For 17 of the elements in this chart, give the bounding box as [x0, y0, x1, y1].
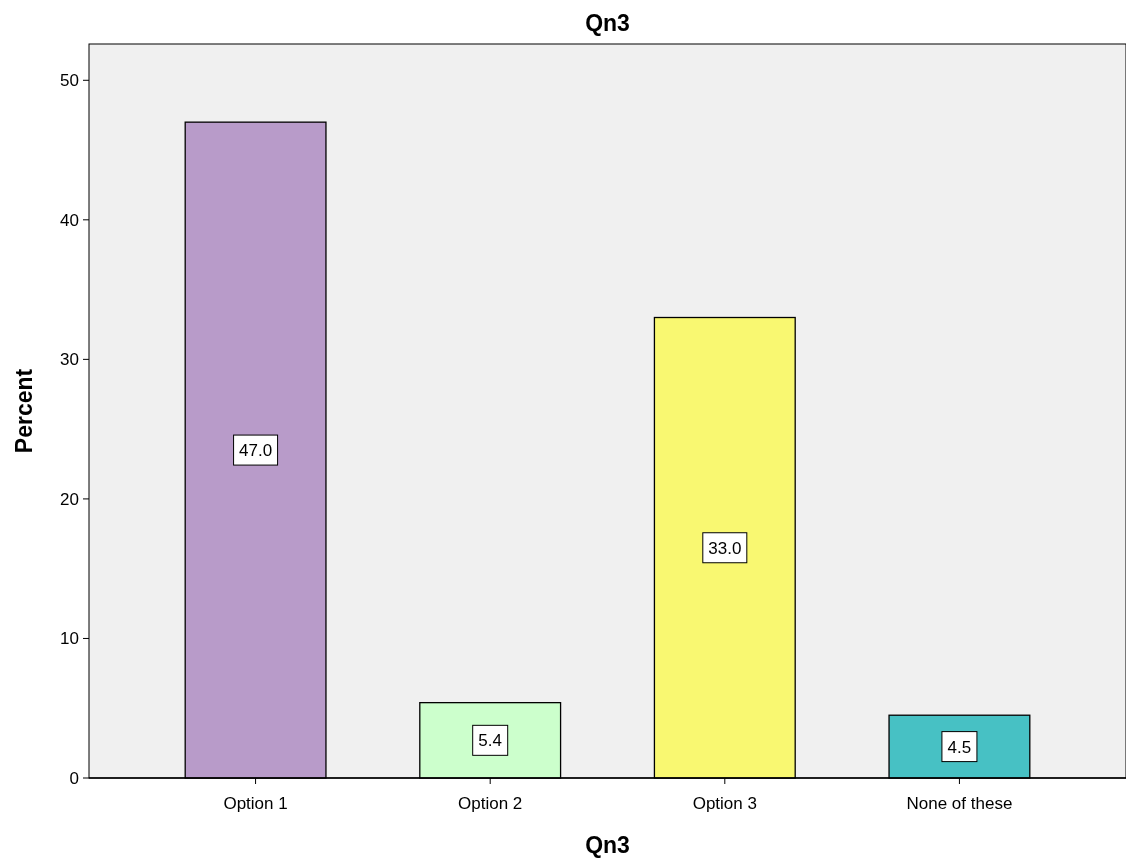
x-tick-label: Option 1 — [223, 794, 288, 813]
data-label: 4.5 — [947, 737, 972, 757]
x-tick-label: Option 3 — [692, 794, 757, 813]
y-tick-label: 30 — [60, 350, 79, 370]
y-tick-label: 40 — [60, 210, 79, 230]
y-tick-label: 0 — [69, 769, 79, 788]
data-label: 5.4 — [478, 731, 503, 751]
y-tick-label: 50 — [60, 71, 79, 91]
x-tick-label: Option 2 — [458, 794, 523, 813]
x-axis-title: Qn3 — [585, 832, 630, 858]
x-tick-label: None of these — [906, 794, 1013, 813]
y-axis-title: Percent — [11, 368, 37, 454]
y-tick-label: 20 — [60, 489, 79, 509]
chart-title: Qn3 — [585, 10, 630, 36]
data-label: 47.0 — [239, 441, 273, 461]
y-tick-label: 10 — [60, 629, 79, 649]
data-label: 33.0 — [708, 538, 742, 558]
